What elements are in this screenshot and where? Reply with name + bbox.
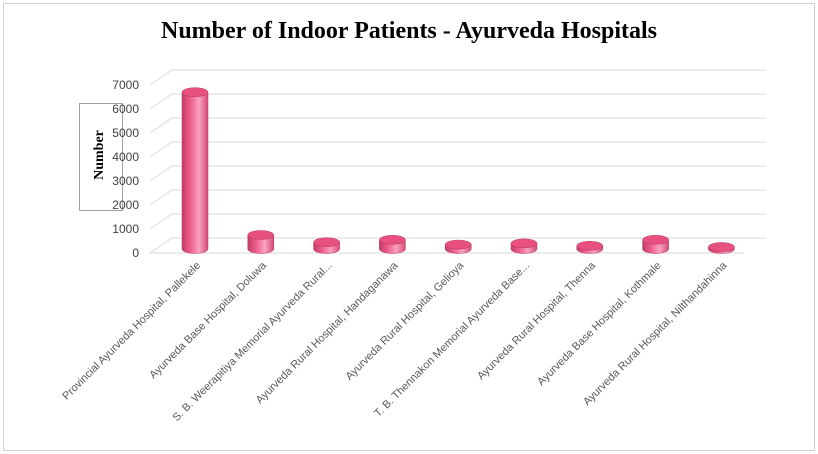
bar-top bbox=[708, 242, 735, 252]
chart-title: Number of Indoor Patients - Ayurveda Hos… bbox=[160, 18, 658, 44]
category-label: Ayurveda Base Hospital, Kothmale bbox=[535, 260, 664, 389]
gridline bbox=[149, 237, 766, 254]
chart-frame bbox=[3, 3, 815, 451]
category-label: Provincial Ayurveda Hospital, Pallekele bbox=[60, 260, 203, 403]
y-tick-label: 7000 bbox=[112, 78, 139, 92]
bar-top bbox=[642, 235, 669, 245]
bar-top bbox=[379, 235, 406, 245]
bar-top bbox=[576, 241, 604, 251]
bar bbox=[379, 235, 406, 254]
bar-top bbox=[313, 237, 340, 247]
y-tick-label: 6000 bbox=[112, 102, 139, 116]
gridline bbox=[149, 117, 766, 134]
gridline bbox=[149, 165, 766, 182]
bar-top bbox=[181, 87, 209, 97]
bar-top bbox=[247, 230, 275, 240]
gridline bbox=[149, 141, 766, 158]
bar bbox=[313, 237, 340, 254]
bar bbox=[181, 87, 209, 254]
y-tick-label: 5000 bbox=[112, 126, 139, 140]
bar bbox=[642, 235, 669, 254]
category-label: Ayurveda Rural Hospital, Thenna bbox=[475, 259, 598, 382]
bars bbox=[181, 87, 735, 254]
category-label: Ayurveda Rural Hospital, Gelioya bbox=[343, 259, 467, 383]
bar-top bbox=[444, 239, 472, 250]
category-label: Ayurveda Base Hospital, Doluwa bbox=[147, 259, 269, 381]
category-label: Ayurveda Rural Hospital, Nilthandahinna bbox=[581, 259, 730, 408]
category-label: Ayurveda Rural Hospital, Handaganawa bbox=[254, 259, 401, 406]
y-tick-label: 3000 bbox=[112, 174, 139, 188]
bar bbox=[247, 230, 275, 254]
y-tick-label: 0 bbox=[132, 246, 139, 260]
bar bbox=[576, 241, 604, 254]
gridline bbox=[149, 69, 766, 86]
bar bbox=[444, 239, 472, 254]
y-axis-label-box bbox=[79, 103, 123, 211]
y-tick-label: 2000 bbox=[112, 198, 139, 212]
bar bbox=[708, 242, 735, 254]
y-tick-label: 4000 bbox=[112, 150, 139, 164]
gridline bbox=[149, 93, 766, 110]
gridline bbox=[149, 213, 766, 230]
bar-body bbox=[247, 234, 275, 254]
y-tick-labels: 0 1000 2000 3000 4000 5000 6000 7000 bbox=[112, 78, 139, 260]
bar-body bbox=[181, 91, 209, 254]
gridlines bbox=[149, 69, 766, 254]
y-tick-label: 1000 bbox=[112, 222, 139, 236]
category-labels: Provincial Ayurveda Hospital, PallekeleA… bbox=[60, 259, 730, 424]
bar bbox=[510, 238, 538, 254]
gridline bbox=[149, 189, 766, 206]
bar-top bbox=[510, 238, 538, 249]
